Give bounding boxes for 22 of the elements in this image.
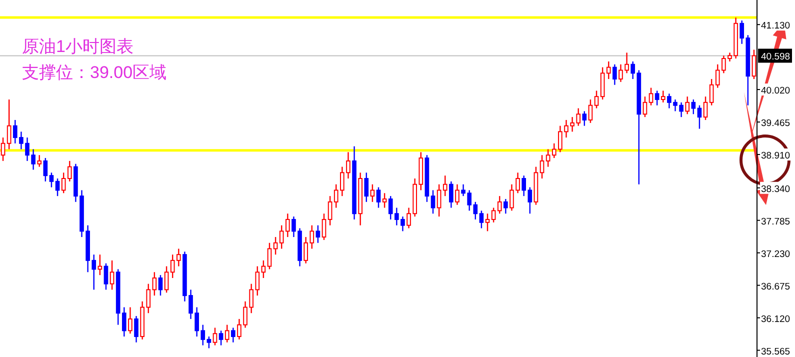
candlestick [128,306,132,334]
candlestick [134,315,138,343]
y-tick-label: 37.785 [761,216,790,228]
y-tick-label: 36.120 [761,314,790,325]
y-tick-label: 38.910 [761,150,790,162]
y-tick-label: 35.565 [761,346,790,357]
y-tick-label: 39.465 [761,118,790,130]
candlestick [358,172,362,226]
candlestick [230,327,236,343]
y-tick-label: 37.230 [761,248,790,260]
y-tick-label: 41.130 [761,20,790,32]
y-tick-label: 36.675 [761,281,790,292]
ref-line-label: 40.598 [761,52,790,63]
candlestick [455,184,460,206]
candlestick [612,64,617,86]
candlestick [449,180,454,208]
text: 支撑位：39.00区域 [22,63,167,82]
y-tick-label: 38.340 [761,184,790,195]
candlestick [352,146,356,220]
y-tick-label: 40.020 [761,86,790,97]
text: 原油1小时图表 [22,37,134,56]
candlestick [504,198,508,214]
